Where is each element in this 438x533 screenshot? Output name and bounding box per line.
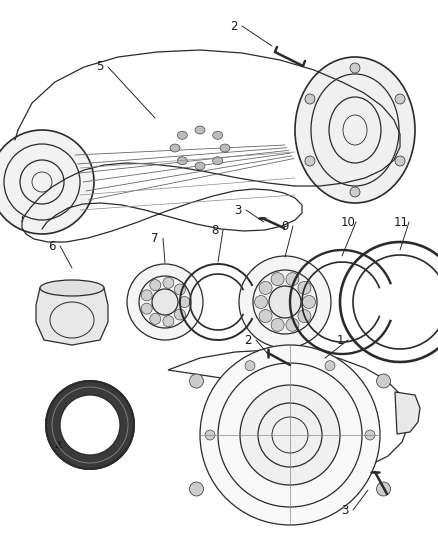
Text: 3: 3	[341, 504, 349, 516]
Ellipse shape	[269, 286, 301, 318]
Ellipse shape	[163, 316, 174, 327]
Ellipse shape	[295, 57, 415, 203]
Polygon shape	[395, 392, 420, 434]
Ellipse shape	[254, 295, 268, 309]
Text: 3: 3	[234, 204, 242, 216]
Ellipse shape	[259, 310, 272, 322]
Ellipse shape	[163, 277, 174, 288]
Ellipse shape	[350, 63, 360, 73]
Ellipse shape	[298, 281, 311, 294]
Ellipse shape	[174, 284, 185, 295]
Ellipse shape	[200, 345, 380, 525]
Ellipse shape	[60, 395, 120, 455]
Ellipse shape	[195, 162, 205, 170]
Ellipse shape	[174, 309, 185, 320]
Ellipse shape	[205, 430, 215, 440]
Text: 9: 9	[281, 220, 289, 232]
Ellipse shape	[170, 144, 180, 152]
Ellipse shape	[350, 187, 360, 197]
Text: 7: 7	[151, 231, 159, 245]
Ellipse shape	[141, 290, 152, 301]
Text: 2: 2	[244, 334, 252, 346]
Ellipse shape	[259, 281, 272, 294]
Polygon shape	[168, 350, 408, 474]
Ellipse shape	[141, 303, 152, 314]
Ellipse shape	[395, 94, 405, 104]
Ellipse shape	[365, 430, 375, 440]
Ellipse shape	[305, 94, 315, 104]
Text: 5: 5	[96, 61, 104, 74]
Ellipse shape	[40, 280, 104, 296]
Ellipse shape	[298, 310, 311, 322]
Ellipse shape	[271, 318, 284, 332]
Ellipse shape	[271, 273, 284, 286]
Ellipse shape	[195, 126, 205, 134]
Ellipse shape	[286, 318, 299, 332]
Ellipse shape	[245, 361, 255, 371]
Ellipse shape	[377, 482, 391, 496]
Ellipse shape	[325, 361, 335, 371]
Ellipse shape	[303, 295, 315, 309]
Ellipse shape	[177, 131, 187, 139]
Ellipse shape	[220, 144, 230, 152]
Ellipse shape	[127, 264, 203, 340]
Ellipse shape	[0, 130, 94, 234]
Ellipse shape	[286, 273, 299, 286]
Text: 2: 2	[230, 20, 238, 33]
Ellipse shape	[213, 131, 223, 139]
Ellipse shape	[190, 374, 204, 388]
Ellipse shape	[150, 280, 161, 290]
Text: 8: 8	[211, 223, 219, 237]
Polygon shape	[36, 288, 108, 345]
Text: 11: 11	[393, 215, 409, 229]
Ellipse shape	[46, 381, 134, 469]
Ellipse shape	[305, 156, 315, 166]
Ellipse shape	[377, 374, 391, 388]
Ellipse shape	[395, 156, 405, 166]
Ellipse shape	[150, 313, 161, 325]
Text: 6: 6	[48, 239, 56, 253]
Text: 1: 1	[336, 334, 344, 346]
Text: 10: 10	[341, 215, 356, 229]
Text: 4: 4	[54, 440, 62, 454]
Ellipse shape	[213, 157, 223, 165]
Ellipse shape	[239, 256, 331, 348]
Ellipse shape	[179, 296, 190, 308]
Ellipse shape	[190, 482, 204, 496]
Ellipse shape	[177, 157, 187, 165]
Ellipse shape	[240, 385, 340, 485]
Ellipse shape	[152, 289, 178, 315]
